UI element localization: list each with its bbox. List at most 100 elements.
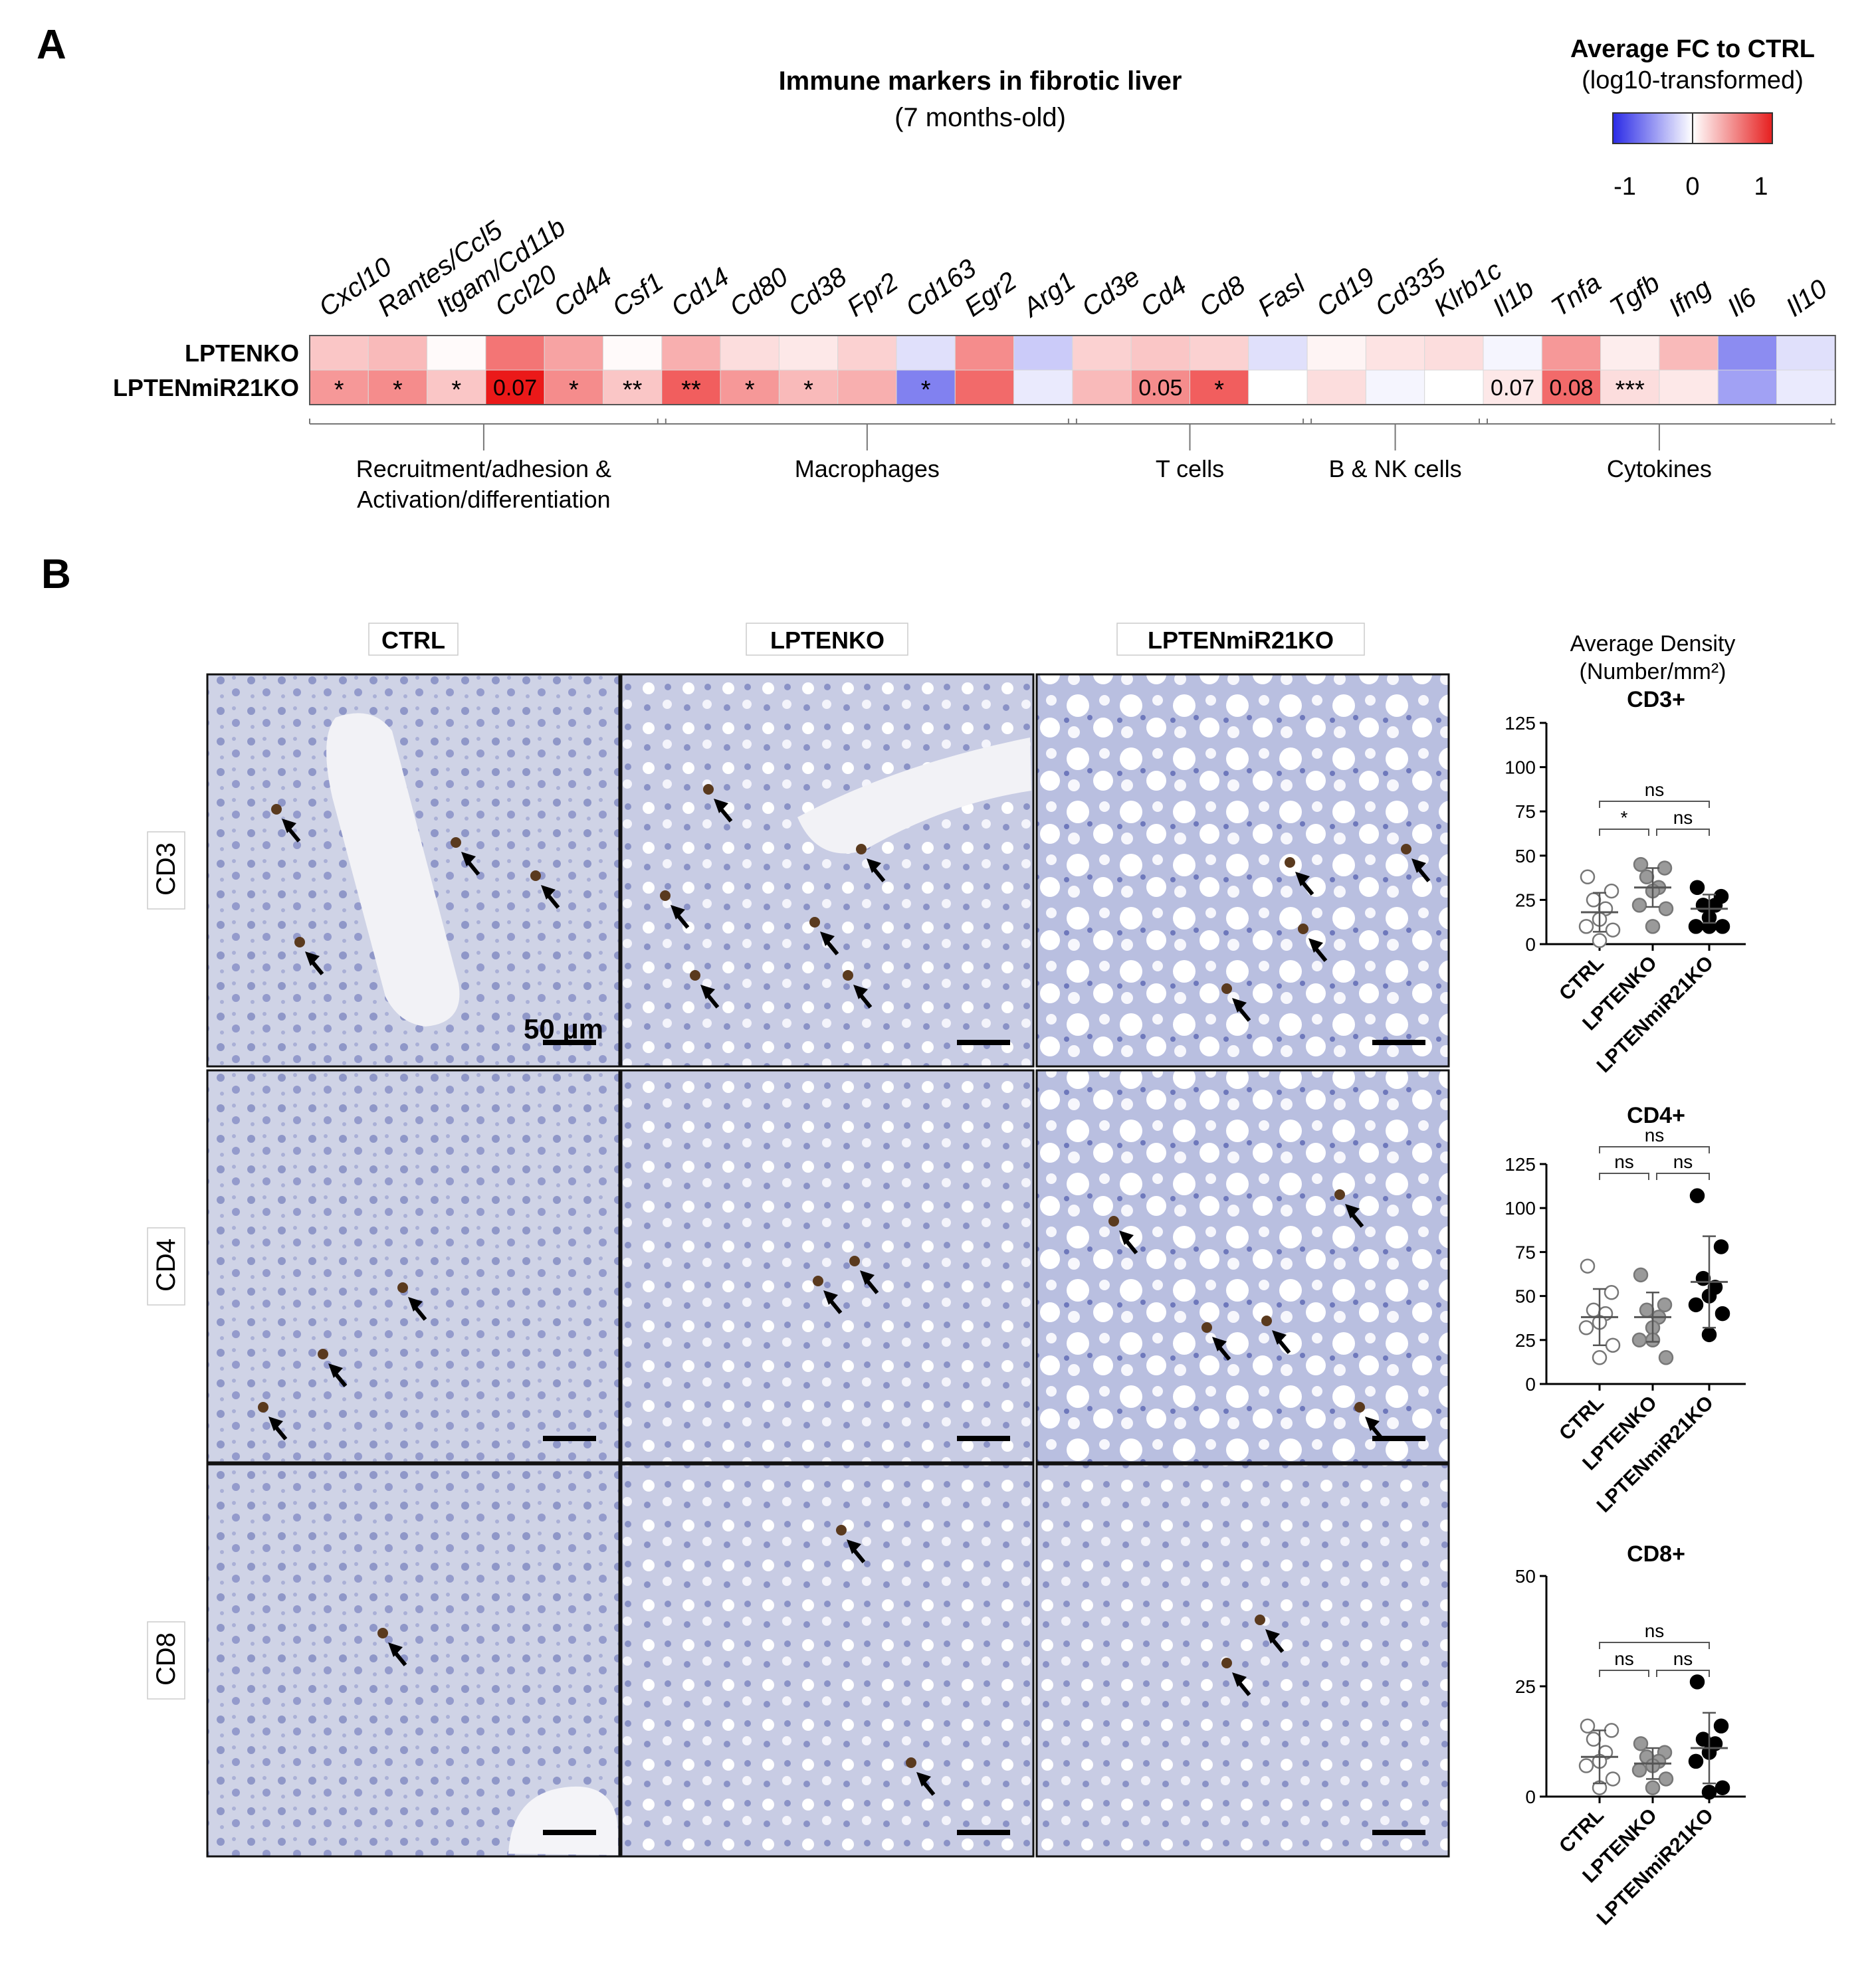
comparison-label: ns [1673, 1151, 1693, 1172]
data-point [1633, 1267, 1649, 1283]
arrow-icon [1295, 872, 1314, 896]
data-point [1633, 1736, 1649, 1751]
y-tick-label: 25 [1515, 1330, 1536, 1351]
legend-tick-0: 0 [1685, 173, 1699, 201]
y-tick-label: 125 [1505, 713, 1536, 734]
heatmap-cell [1424, 335, 1484, 371]
micrograph-image [620, 1069, 1035, 1464]
scale-bar [1372, 1830, 1425, 1835]
gene-label: Cd8 [1194, 270, 1251, 323]
legend-tick-neg1: -1 [1614, 173, 1636, 201]
heatmap-cell [485, 335, 545, 371]
vessel-lumen [508, 1786, 618, 1855]
gene-label: Arg1 [1017, 266, 1081, 324]
gene-label: Ifng [1663, 273, 1717, 322]
arrow-icon [1265, 1629, 1285, 1653]
heatmap-cell [1190, 335, 1249, 371]
arrow-icon [860, 1270, 879, 1294]
gene-label: Csf1 [607, 267, 669, 322]
comparison-label: ns [1673, 1648, 1693, 1669]
heatmap-cell [837, 369, 897, 405]
heatmap-annotation: * [745, 376, 755, 404]
stained-cell [1261, 1316, 1272, 1326]
heatmap-cell [720, 335, 780, 371]
stained-cell [451, 837, 461, 848]
comparison-label: ns [1645, 779, 1665, 800]
data-point [1605, 1771, 1621, 1787]
arrow-icon [1212, 1337, 1231, 1361]
stained-cell [377, 1628, 388, 1638]
comparison-bracket [1599, 1173, 1649, 1180]
data-point [1592, 933, 1608, 948]
arrow-icon [408, 1297, 427, 1321]
stained-cell [856, 844, 867, 854]
stained-cell [397, 1282, 408, 1293]
scale-bar [957, 1040, 1010, 1045]
heatmap-cell [427, 335, 486, 371]
comparison-bracket [1599, 801, 1710, 808]
group-label: Cytokines [1607, 455, 1712, 482]
comparison-bracket [1599, 1642, 1710, 1649]
stained-cell [318, 1349, 328, 1359]
scale-bar [543, 1830, 596, 1835]
arrow-icon [305, 951, 324, 975]
heatmap-cell [1541, 335, 1602, 371]
data-point [1580, 869, 1596, 885]
heatmap-cell [1483, 335, 1542, 371]
heatmap-cell [1072, 369, 1132, 405]
micrograph-image [1035, 1069, 1450, 1464]
stained-cell [849, 1256, 860, 1266]
heatmap-title: Immune markers in fibrotic liver [779, 66, 1182, 96]
y-tick-label: 50 [1515, 846, 1536, 866]
data-point [1658, 901, 1674, 916]
arrow-icon [700, 985, 720, 1009]
col-header-lptenko: LPTENKO [770, 627, 885, 654]
data-point [1578, 1758, 1594, 1773]
heatmap-cell [837, 335, 897, 371]
data-point [1688, 919, 1704, 934]
y-tick-label: 25 [1515, 1676, 1536, 1697]
gene-label: Fasl [1253, 269, 1311, 322]
y-tick-label: 50 [1515, 1286, 1536, 1307]
heatmap-annotation: * [921, 376, 931, 404]
y-tick-label: 50 [1515, 1566, 1536, 1587]
scale-bar [957, 1436, 1010, 1441]
heatmap-row-label: LPTENmiR21KO [113, 374, 299, 401]
scale-bar [957, 1830, 1010, 1835]
heatmap-annotation: * [451, 376, 461, 404]
density-header-2: (Number/mm²) [1580, 659, 1726, 684]
heatmap-cell [1717, 335, 1777, 371]
data-point [1713, 1718, 1729, 1734]
legend-subtitle: (log10-transformed) [1582, 66, 1804, 94]
gene-label: Cd44 [548, 262, 617, 322]
data-point [1688, 1297, 1704, 1313]
data-point [1715, 1306, 1730, 1322]
heatmap-cell [1717, 369, 1777, 405]
heatmap-cell [603, 335, 663, 371]
micrograph-image [206, 1069, 621, 1464]
y-tick-label: 75 [1515, 801, 1536, 822]
density-plot: CD3+0255075100125CTRLLPTENKOLPTENmiR21KO… [1505, 687, 1746, 1077]
heatmap-cell [1306, 369, 1366, 405]
heatmap-cell [954, 335, 1015, 371]
density-plots: CD3+0255075100125CTRLLPTENKOLPTENmiR21KO… [1505, 687, 1746, 1929]
arrow-icon [282, 819, 301, 842]
micrograph-image [1035, 673, 1450, 1068]
arrow-icon [461, 852, 480, 876]
heatmap-annotation: * [1214, 376, 1224, 404]
data-point [1688, 1753, 1704, 1769]
data-point [1713, 1239, 1729, 1254]
scale-bar [543, 1436, 596, 1441]
arrow-icon [823, 1290, 843, 1314]
data-point [1689, 880, 1705, 896]
gene-label: Cd3e [1077, 262, 1146, 322]
heatmap-cell [1659, 335, 1719, 371]
data-point [1715, 919, 1730, 934]
data-point [1645, 1780, 1661, 1795]
gene-label: Cd80 [724, 262, 793, 322]
col-header-ctrl: CTRL [381, 627, 445, 654]
heatmap-cell [367, 335, 428, 371]
plot-title: CD4+ [1627, 1103, 1685, 1128]
stained-cell [1285, 857, 1295, 868]
